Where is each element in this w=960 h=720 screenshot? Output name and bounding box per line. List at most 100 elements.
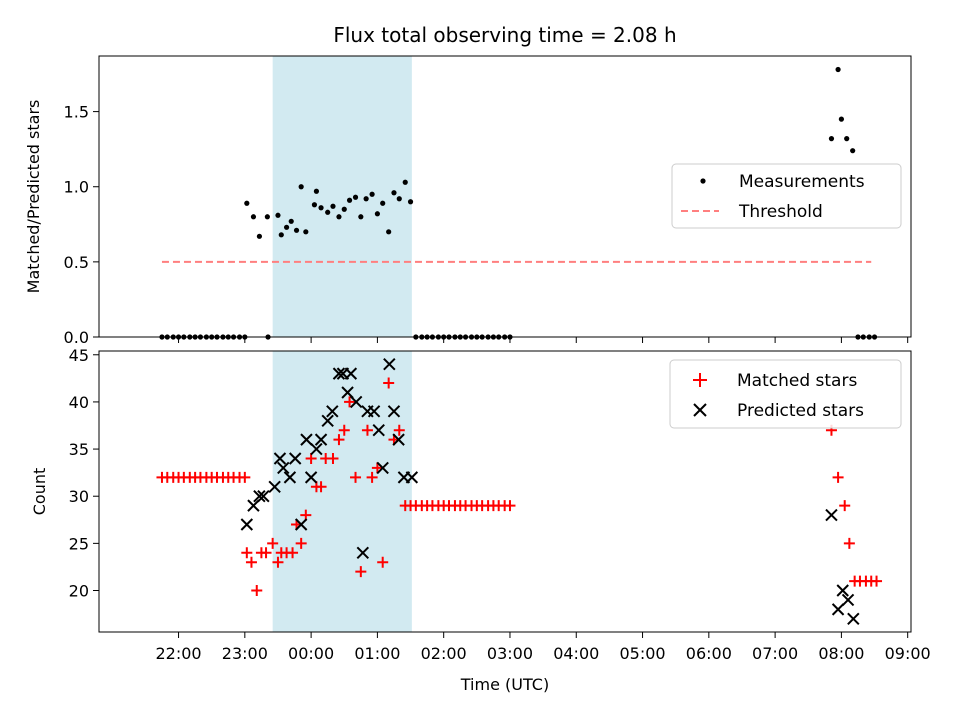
top-plot-marks [159, 66, 878, 340]
measurement-point [386, 229, 392, 235]
y-tick-label: 35 [69, 440, 89, 459]
matched-point [338, 424, 350, 436]
x-tick-label: 00:00 [288, 644, 334, 663]
matched-point [393, 424, 405, 436]
top-ylabel: Matched/Predicted stars [24, 100, 43, 294]
measurement-point [391, 190, 397, 196]
y-tick-label: 45 [69, 346, 89, 365]
predicted-point [304, 471, 318, 484]
predicted-point [376, 461, 389, 475]
measurement-point [358, 214, 364, 220]
chart-title: Flux total observing time = 2.08 h [333, 23, 676, 47]
predicted-point [383, 357, 396, 371]
measurement-point [850, 148, 856, 154]
matched-point [839, 500, 851, 512]
subplot-ratio: 0.0 0.5 1.0 1.5 Matched/Predicted stars Mea… [24, 55, 912, 347]
measurement-point [264, 214, 270, 220]
measurement-point [250, 214, 257, 220]
y-tick-label: 0.0 [64, 328, 89, 347]
predicted-point [847, 612, 860, 626]
y-tick-label: 40 [69, 393, 89, 412]
bottom-legend: Matched stars Predicted stars [669, 359, 902, 429]
measurement-point [298, 184, 304, 190]
predicted-point [836, 584, 849, 597]
predicted-point [300, 433, 313, 446]
measurement-point [835, 66, 841, 73]
measurement-point [396, 196, 402, 202]
matched-point [239, 471, 251, 483]
bottom-ylabel: Count [30, 468, 49, 516]
legend-matched-label: Matched stars [737, 371, 857, 391]
matched-point [843, 537, 855, 549]
matched-point [871, 575, 883, 587]
matched-point [305, 452, 317, 464]
legend-threshold-label: Threshold [738, 202, 823, 222]
matched-point [383, 377, 395, 389]
x-tick-label: 06:00 [686, 644, 732, 663]
matched-point [344, 396, 356, 408]
matched-point [377, 556, 389, 568]
measurement-point [303, 229, 309, 235]
bottom-axes-frame [98, 350, 912, 633]
matched-point [315, 481, 327, 493]
measurement-point [275, 212, 281, 218]
measurement-point [336, 214, 342, 220]
predicted-point [392, 433, 405, 446]
measurement-point [278, 232, 284, 238]
measurement-point [828, 136, 835, 142]
x-tick-label: 23:00 [222, 644, 268, 663]
predicted-point [831, 603, 845, 616]
predicted-point [372, 424, 385, 437]
measurement-point [313, 188, 320, 194]
y-tick-label: 20 [69, 582, 89, 601]
x-tick-label: 03:00 [487, 644, 533, 663]
measurement-point [369, 191, 375, 197]
matched-point [272, 556, 284, 568]
predicted-point [356, 546, 370, 559]
measurement-point [380, 200, 386, 206]
top-axis: 0.0 0.5 1.0 1.5 [64, 103, 909, 347]
measurement-point [341, 206, 347, 212]
y-tick-label: 30 [69, 487, 89, 506]
x-tick-label: 01:00 [354, 644, 400, 663]
measurement-point [844, 136, 850, 142]
predicted-point [294, 518, 308, 531]
legend-measurements-label: Measurements [739, 172, 865, 192]
predicted-point [247, 499, 260, 512]
measurement-point [325, 209, 331, 215]
matched-point [295, 537, 307, 549]
measurement-point [352, 194, 359, 200]
legend-predicted-marker [693, 403, 707, 417]
predicted-point [321, 414, 334, 427]
matched-point [371, 462, 383, 474]
predicted-point [825, 508, 838, 522]
predicted-point [367, 405, 381, 418]
predicted-point [326, 405, 339, 418]
matched-point [267, 537, 279, 549]
predicted-point [273, 452, 287, 465]
measurement-point [330, 203, 336, 209]
measurement-point [374, 211, 380, 217]
matched-point [245, 556, 257, 568]
bottom-axis: 22:00 23:00 00:00 01:00 02:00 03:00 04:00 05:00… [69, 346, 931, 663]
x-tick-label: 04:00 [553, 644, 599, 663]
measurement-point [407, 199, 414, 205]
predicted-point [405, 471, 419, 484]
predicted-point [332, 367, 346, 380]
predicted-point [314, 433, 328, 446]
y-tick-label: 0.5 [64, 253, 89, 272]
shaded-span-top [272, 56, 412, 337]
matched-point [251, 585, 263, 597]
bottom-plot-marks [156, 357, 883, 626]
x-tick-label: 09:00 [885, 644, 931, 663]
measurement-point [293, 227, 300, 233]
predicted-point [387, 405, 401, 418]
predicted-point [288, 452, 302, 465]
legend-predicted-label: Predicted stars [737, 401, 864, 421]
predicted-point [268, 480, 281, 493]
matched-point [366, 471, 378, 483]
measurement-point [283, 224, 290, 230]
matched-point [355, 566, 367, 578]
x-tick-label: 05:00 [619, 644, 665, 663]
